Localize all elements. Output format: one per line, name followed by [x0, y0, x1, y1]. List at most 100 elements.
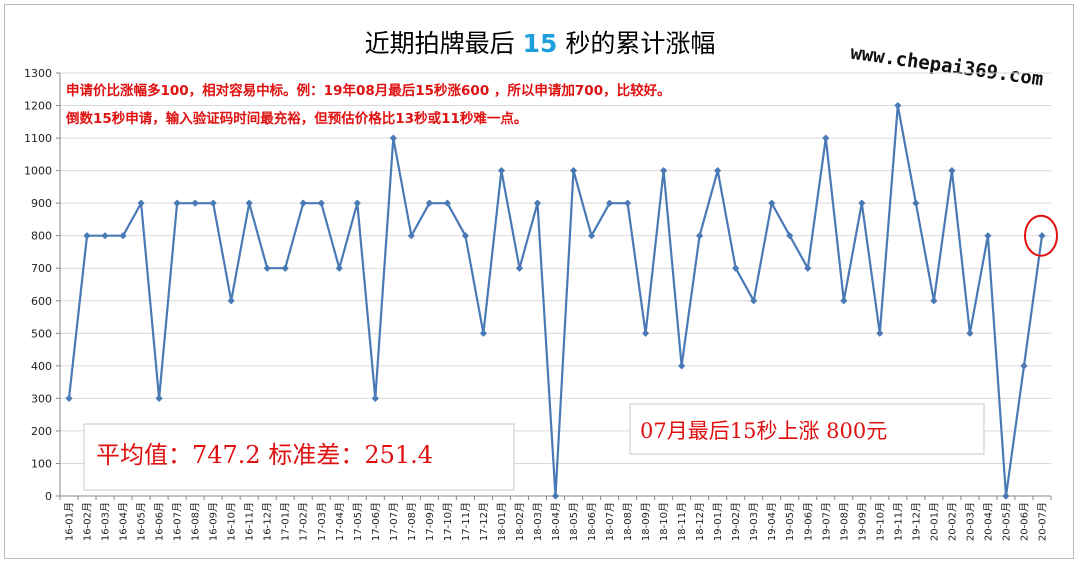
data-point	[840, 297, 848, 305]
y-tick-label: 1100	[24, 132, 52, 145]
data-point	[335, 264, 343, 272]
data-point	[227, 297, 235, 305]
x-tick-label: 16-03月	[100, 502, 112, 541]
x-tick-label: 16-05月	[136, 502, 148, 541]
data-point	[83, 232, 91, 240]
data-point	[858, 199, 866, 207]
x-tick-label: 18-06月	[586, 502, 598, 541]
x-tick-label: 17-01月	[280, 502, 292, 541]
annotation-line-2: 倒数15秒申请，输入验证码时间最充裕，但预估价格比13秒或11秒难一点。	[65, 110, 527, 127]
x-tick-label: 16-01月	[64, 502, 76, 541]
x-axis: 16-01月 16-02月 16-03月 16-04月 16-05月 16-06月 16-0…	[59, 495, 1052, 541]
data-point	[497, 167, 506, 175]
data-point	[660, 167, 668, 175]
data-point	[948, 167, 956, 175]
data-point	[912, 199, 920, 207]
data-point	[65, 394, 73, 402]
x-tick-label: 20-07月	[1036, 502, 1048, 541]
x-tick-label: 16-04月	[118, 502, 130, 541]
x-tick-label: 16-06月	[154, 502, 166, 541]
series-group	[65, 101, 1046, 500]
data-point	[551, 492, 560, 500]
x-tick-label: 19-02月	[730, 502, 742, 541]
x-tick-label: 19-06月	[802, 502, 814, 541]
y-tick-label: 100	[31, 457, 52, 470]
x-tick-label: 18-04月	[550, 502, 562, 541]
data-point	[353, 199, 361, 207]
x-tick-label: 18-07月	[604, 502, 616, 541]
data-point	[479, 329, 488, 337]
data-point	[786, 232, 794, 240]
x-tick-label: 17-04月	[334, 502, 346, 541]
y-tick-label: 200	[31, 425, 52, 438]
x-tick-label: 19-07月	[820, 502, 832, 541]
data-point	[984, 232, 992, 240]
x-tick-label: 20-06月	[1018, 502, 1030, 541]
x-tick-label: 20-02月	[946, 502, 958, 541]
x-tick-label: 16-12月	[262, 502, 274, 541]
x-tick-label: 18-05月	[568, 502, 580, 541]
y-tick-label: 0	[45, 490, 52, 503]
x-tick-label: 17-06月	[370, 502, 382, 541]
data-point	[299, 199, 307, 207]
y-tick-label: 500	[31, 327, 52, 340]
y-tick-label: 300	[31, 392, 52, 405]
annotation-line-1: 申请价比涨幅多100，相对容易中标。例：19年08月最后15秒涨600 ，所以申…	[66, 82, 671, 99]
x-tick-label: 16-02月	[82, 502, 94, 541]
data-point	[245, 199, 253, 207]
y-tick-label: 800	[31, 230, 52, 243]
x-tick-label: 16-11月	[244, 502, 256, 541]
y-tick-label: 400	[31, 360, 52, 373]
y-tick-label: 700	[31, 262, 52, 275]
stats-label: 平均值：747.2 标准差：251.4	[96, 441, 433, 469]
data-point	[696, 232, 704, 240]
data-point	[966, 329, 974, 337]
x-tick-label: 19-01月	[712, 502, 724, 541]
x-tick-label: 17-12月	[478, 502, 490, 541]
chart-frame	[4, 4, 1074, 559]
data-point	[750, 297, 758, 305]
y-tick-label: 900	[31, 197, 52, 210]
data-point	[425, 199, 433, 207]
data-point	[263, 264, 271, 272]
x-tick-label: 17-05月	[352, 502, 364, 541]
x-tick-label: 17-09月	[424, 502, 436, 541]
x-tick-label: 20-03月	[964, 502, 976, 541]
x-tick-label: 20-04月	[982, 502, 994, 541]
data-point	[515, 264, 524, 272]
y-axis: 0 100 200 300 400 500 600 700 800 900 1000 1100 1200…	[24, 67, 61, 503]
title-part-1: 近期拍牌最后	[365, 29, 523, 58]
data-point	[1038, 232, 1046, 240]
data-point	[443, 199, 451, 207]
x-tick-label: 17-08月	[406, 502, 418, 541]
x-tick-label: 17-10月	[442, 502, 454, 541]
grid-lines	[60, 72, 1051, 497]
data-point	[732, 264, 740, 272]
x-tick-label: 19-11月	[892, 502, 904, 541]
highlight-circle	[1023, 214, 1058, 257]
x-tick-label: 17-11月	[460, 502, 472, 541]
data-point	[461, 232, 470, 240]
x-tick-label: 18-03月	[532, 502, 544, 541]
x-tick-label: 18-10月	[658, 502, 670, 541]
data-point	[587, 232, 596, 240]
x-tick-label: 18-12月	[694, 502, 706, 541]
data-point	[641, 329, 650, 337]
stats-box	[83, 423, 515, 491]
x-tick-label: 18-02月	[514, 502, 526, 541]
x-tick-label: 17-07月	[388, 502, 400, 541]
x-tick-label: 16-07月	[172, 502, 184, 541]
data-point	[678, 362, 686, 370]
y-tick-label: 1200	[24, 100, 52, 113]
x-tick-label: 18-09月	[640, 502, 652, 541]
data-point	[137, 199, 145, 207]
data-point	[101, 232, 109, 240]
data-point	[209, 199, 217, 207]
title-accent: 15	[523, 29, 558, 58]
x-tick-label: 19-04月	[766, 502, 778, 541]
x-tick-label: 19-12月	[910, 502, 922, 541]
x-tick-label: 16-09月	[208, 502, 220, 541]
data-point	[173, 199, 181, 207]
data-point	[119, 232, 127, 240]
